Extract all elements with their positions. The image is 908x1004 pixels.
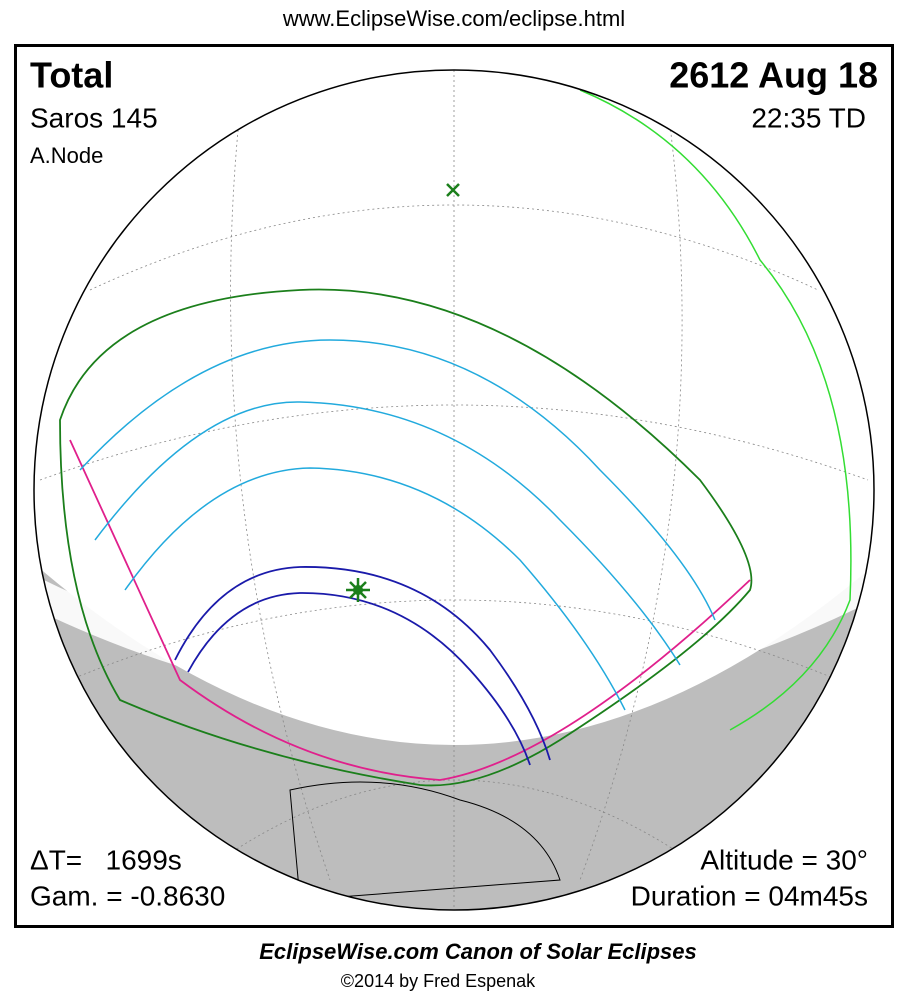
night-side: [34, 560, 874, 910]
umbra-north: [174, 566, 551, 761]
delta-t: ΔT= 1699s: [30, 844, 182, 875]
saros: Saros 145: [30, 102, 158, 133]
rise-set-limit: [69, 439, 751, 781]
eclipse-type: Total: [30, 55, 113, 96]
duration: Duration = 04m45s: [631, 880, 868, 911]
date: 2612 Aug 18: [669, 55, 878, 96]
copyright: ©2014 by Fred Espenak: [341, 971, 536, 991]
footer-title: EclipseWise.com Canon of Solar Eclipses: [259, 939, 697, 964]
gamma: Gam. = -0.8630: [30, 880, 225, 911]
umbra-south: [187, 592, 531, 766]
penumbra-limit: [59, 288, 753, 787]
node: A.Node: [30, 143, 103, 168]
time: 22:35 TD: [751, 102, 866, 133]
url: www.EclipseWise.com/eclipse.html: [282, 6, 625, 31]
altitude: Altitude = 30°: [700, 844, 868, 875]
globe: [34, 70, 874, 910]
